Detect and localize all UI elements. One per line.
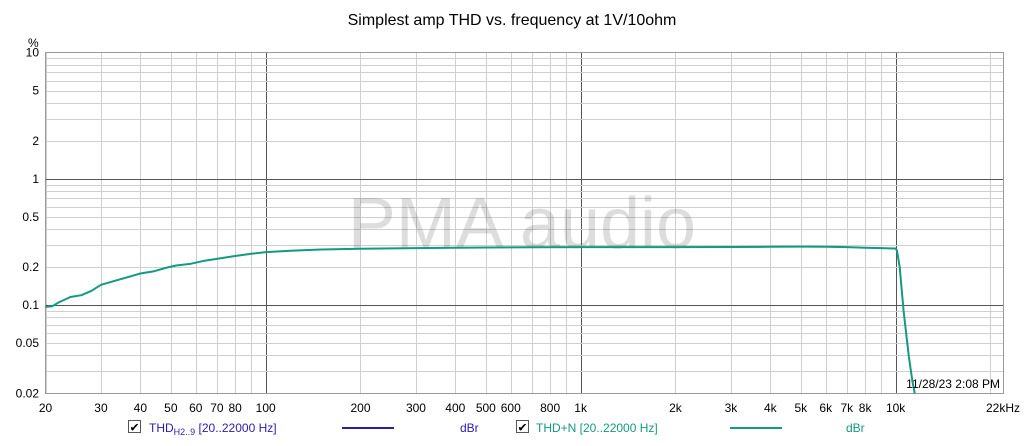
x-tick-label: 22kHz <box>986 401 1020 415</box>
x-tick-label: 70 <box>210 401 224 415</box>
x-tick-label: 60 <box>189 401 203 415</box>
legend-item: ✔ THDH2..9 [20..22000 Hz] dBr <box>128 420 479 437</box>
legend: ✔ THDH2..9 [20..22000 Hz] dBr ✔ THD+N [20..2… <box>128 420 865 437</box>
legend-label: THD+N [20..22000 Hz] <box>536 421 658 435</box>
y-tick-label: 0.02 <box>16 387 40 401</box>
legend-label: THDH2..9 [20..22000 Hz] <box>149 421 277 437</box>
x-tick-label: 20 <box>39 401 53 415</box>
x-tick-label: 600 <box>501 401 521 415</box>
x-axis: 20 30 40 50 60 70 80 100 200 300 400 500 600 800 1k 2k 3… <box>39 401 1020 415</box>
y-tick-label: 1 <box>32 172 39 186</box>
x-tick-label: 30 <box>94 401 108 415</box>
x-tick-label: 50 <box>164 401 178 415</box>
x-tick-label: 80 <box>228 401 242 415</box>
y-axis: 10 5 2 1 0.5 0.2 0.1 0.05 0.02 <box>16 46 40 401</box>
y-tick-label: 0.1 <box>22 298 39 312</box>
y-unit-label: % <box>28 36 39 50</box>
y-tick-label: 2 <box>32 134 39 148</box>
legend-unit: dBr <box>460 421 479 435</box>
x-tick-label: 6k <box>819 401 833 415</box>
y-tick-label: 5 <box>32 84 39 98</box>
x-tick-label: 2k <box>669 401 683 415</box>
x-tick-label: 10k <box>886 401 906 415</box>
x-tick-label: 200 <box>350 401 370 415</box>
timestamp: 11/28/23 2:08 PM <box>906 377 1000 391</box>
x-tick-label: 40 <box>134 401 148 415</box>
y-tick-label: 10 <box>26 46 40 60</box>
watermark: PMA audio <box>348 184 696 264</box>
x-tick-label: 300 <box>406 401 426 415</box>
x-tick-label: 5k <box>794 401 808 415</box>
series-layer <box>45 245 916 394</box>
y-tick-label: 0.05 <box>16 336 40 350</box>
x-tick-label: 400 <box>445 401 465 415</box>
x-tick-label: 800 <box>540 401 560 415</box>
x-tick-label: 1k <box>574 401 588 415</box>
y-tick-label: 0.2 <box>22 260 39 274</box>
x-tick-label: 7k <box>841 401 855 415</box>
chart-title: Simplest amp THD vs. frequency at 1V/10o… <box>348 12 677 29</box>
x-tick-label: 8k <box>859 401 873 415</box>
legend-checkbox <box>128 420 141 433</box>
x-tick-label: 4k <box>764 401 778 415</box>
grid <box>45 52 1004 394</box>
plot-frame <box>45 52 1004 394</box>
series-line <box>45 245 916 394</box>
y-tick-label: 0.5 <box>22 210 39 224</box>
legend-checkbox <box>516 420 529 433</box>
x-tick-label: 100 <box>256 401 276 415</box>
checkmark-icon: ✔ <box>517 421 527 435</box>
checkmark-icon: ✔ <box>129 421 139 435</box>
legend-unit: dBr <box>846 421 865 435</box>
x-tick-label: 500 <box>476 401 496 415</box>
x-tick-label: 3k <box>725 401 739 415</box>
legend-item: ✔ THD+N [20..22000 Hz] dBr <box>516 420 865 435</box>
